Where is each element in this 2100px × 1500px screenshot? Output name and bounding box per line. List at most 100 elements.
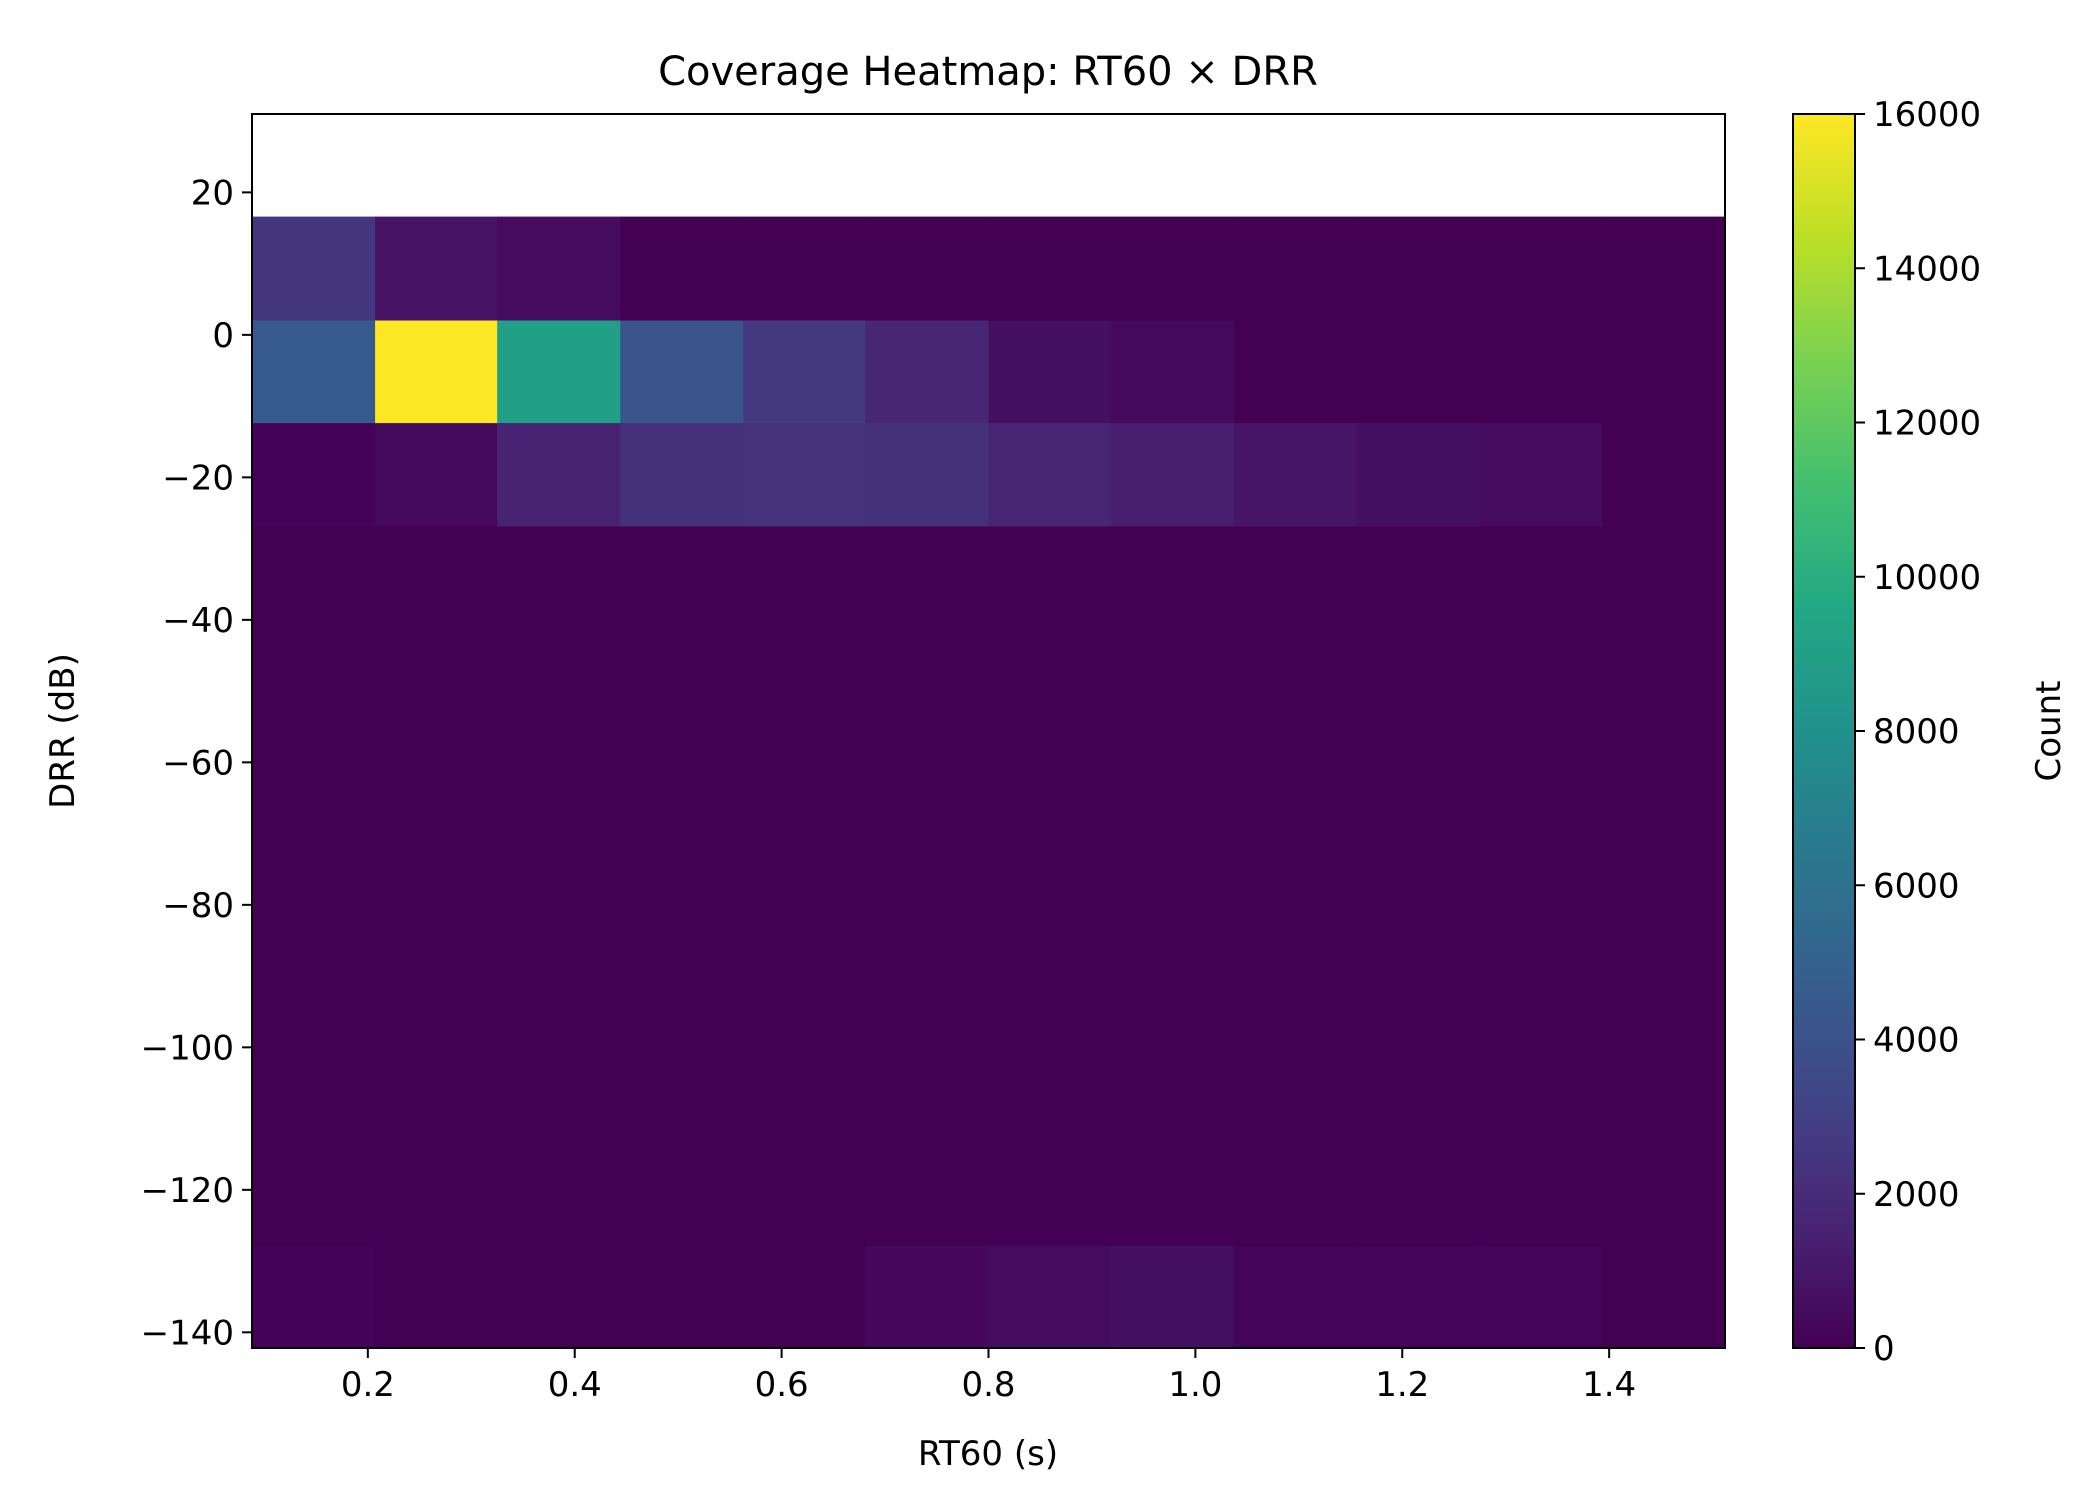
heatmap-cell: [620, 1142, 744, 1247]
heatmap-cell: [1601, 936, 1726, 1041]
heatmap-cell: [620, 422, 744, 527]
y-tick-label: −20: [162, 458, 234, 498]
heatmap-cell: [1479, 525, 1603, 630]
heatmap-cell: [497, 1039, 621, 1144]
colorbar-tick-label: 8000: [1873, 712, 1960, 752]
heatmap-cell: [1233, 628, 1358, 732]
heatmap-cell: [1479, 1245, 1603, 1349]
heatmap-cell: [1356, 1142, 1481, 1247]
heatmap-cell: [988, 319, 1113, 424]
heatmap-cell: [1233, 834, 1358, 938]
heatmap-cell: [375, 319, 498, 424]
heatmap-cell: [497, 422, 621, 527]
heatmap-cell: [988, 216, 1113, 321]
heatmap-cell: [1233, 1245, 1358, 1349]
heatmap-cell: [375, 525, 498, 630]
heatmap-cell: [1601, 525, 1726, 630]
heatmap-cell: [252, 936, 376, 1041]
colorbar-tick-label: 6000: [1873, 866, 1960, 906]
heatmap-cell: [252, 422, 376, 527]
heatmap-cell: [1233, 525, 1358, 630]
heatmap-cell: [743, 1245, 866, 1349]
colorbar-tick-label: 4000: [1873, 1021, 1960, 1061]
heatmap-cell: [1233, 216, 1358, 321]
x-tick-label: 1.0: [1168, 1365, 1222, 1405]
heatmap-cell: [1111, 1142, 1235, 1247]
x-tick-label: 0.4: [548, 1365, 602, 1405]
heatmap-cell: [620, 628, 744, 732]
heatmap-cell: [865, 216, 990, 321]
heatmap-cell: [620, 731, 744, 835]
heatmap-cell: [988, 525, 1113, 630]
heatmap-cell: [497, 1142, 621, 1247]
x-axis-ticks: 0.2 0.4 0.6 0.8 1.0 1.2 1.4: [341, 1348, 1636, 1405]
heatmap-cell: [1111, 1245, 1235, 1349]
heatmap-cell: [1601, 628, 1726, 732]
heatmap-cell: [1479, 628, 1603, 732]
heatmap-cell: [1479, 319, 1603, 424]
heatmap-cell: [1601, 1142, 1726, 1247]
heatmap-cell: [375, 216, 498, 321]
heatmap-cell: [1479, 1142, 1603, 1247]
colorbar-tick-label: 14000: [1873, 249, 1981, 289]
heatmap-cell: [988, 1039, 1113, 1144]
heatmap-cell: [497, 628, 621, 732]
heatmap-cell: [1111, 628, 1235, 732]
heatmap-cell: [1601, 1245, 1726, 1349]
heatmap-cell: [1356, 834, 1481, 938]
heatmap-cell: [865, 1039, 990, 1144]
heatmap-cell: [1601, 422, 1726, 527]
heatmap-cell: [1111, 834, 1235, 938]
heatmap-cell: [743, 1142, 866, 1247]
heatmap-cell: [252, 1245, 376, 1349]
heatmap-cell: [865, 936, 990, 1041]
x-tick-label: 1.4: [1582, 1365, 1636, 1405]
heatmap-cell: [252, 731, 376, 835]
heatmap-cell: [1479, 216, 1603, 321]
heatmap-cell: [375, 628, 498, 732]
heatmap-cell: [375, 834, 498, 938]
y-tick-label: −120: [141, 1171, 234, 1211]
heatmap-cell: [1601, 319, 1726, 424]
y-tick-label: 0: [212, 316, 234, 356]
heatmap-cell: [1479, 422, 1603, 527]
heatmap-cell: [743, 216, 866, 321]
heatmap-cells: [252, 216, 1726, 1349]
heatmap-cell: [1601, 216, 1726, 321]
heatmap-cell: [252, 525, 376, 630]
heatmap-cell: [743, 422, 866, 527]
heatmap-cell: [375, 422, 498, 527]
heatmap-cell: [497, 525, 621, 630]
heatmap-cell: [1356, 1039, 1481, 1144]
heatmap-cell: [497, 319, 621, 424]
heatmap-cell: [988, 1245, 1113, 1349]
heatmap-cell: [988, 628, 1113, 732]
heatmap-cell: [375, 936, 498, 1041]
heatmap-cell: [1601, 834, 1726, 938]
heatmap-cell: [1111, 422, 1235, 527]
heatmap-cell: [620, 525, 744, 630]
heatmap-cell: [620, 216, 744, 321]
colorbar-tick-label: 0: [1873, 1329, 1895, 1369]
heatmap-cell: [497, 731, 621, 835]
heatmap-cell: [1233, 936, 1358, 1041]
heatmap-cell: [1111, 216, 1235, 321]
heatmap-cell: [620, 1245, 744, 1349]
heatmap-cell: [1356, 525, 1481, 630]
heatmap-cell: [1479, 834, 1603, 938]
heatmap-cell: [865, 1245, 990, 1349]
heatmap-cell: [743, 1039, 866, 1144]
heatmap-cell: [375, 731, 498, 835]
colorbar-label: Count: [2029, 681, 2069, 782]
heatmap-cell: [1356, 422, 1481, 527]
heatmap-cell: [1111, 319, 1235, 424]
heatmap-cell: [252, 216, 376, 321]
heatmap-cell: [743, 319, 866, 424]
y-tick-label: −100: [141, 1028, 234, 1068]
heatmap-cell: [497, 936, 621, 1041]
y-tick-label: −40: [162, 601, 234, 641]
heatmap-cell: [620, 319, 744, 424]
heatmap-cell: [252, 1142, 376, 1247]
heatmap-cell: [1356, 1245, 1481, 1349]
